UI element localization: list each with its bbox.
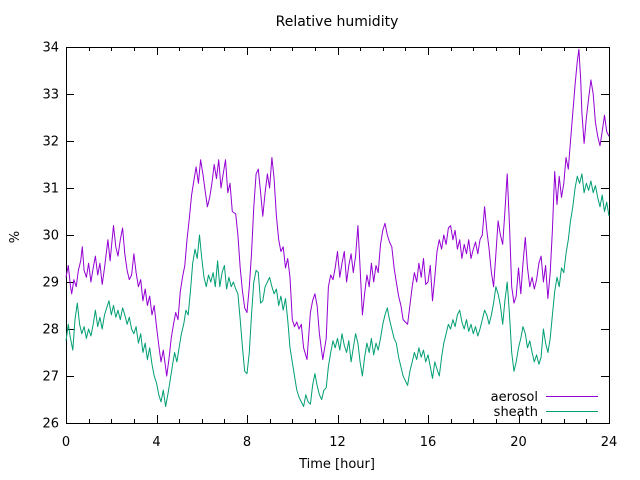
chart-title: Relative humidity: [276, 14, 399, 30]
y-tick-label: 31: [42, 182, 59, 197]
x-tick-label: 4: [152, 435, 160, 450]
x-axis-label: Time [hour]: [298, 457, 375, 472]
y-tick-label: 29: [42, 276, 59, 291]
y-tick-label: 28: [42, 323, 59, 338]
legend-label-sheath: sheath: [494, 405, 538, 420]
x-tick-label: 24: [601, 435, 618, 450]
x-tick-label: 16: [420, 435, 437, 450]
plot-border: [66, 47, 610, 424]
y-axis-label: %: [8, 231, 23, 243]
legend-label-aerosol: aerosol: [491, 390, 538, 405]
y-tick-label: 26: [42, 417, 59, 432]
x-tick-label: 8: [243, 435, 251, 450]
y-tick-label: 30: [42, 229, 59, 244]
y-tick-label: 34: [42, 41, 59, 56]
plot-generated-content: 0 4 8 12 16 20 24 26 27 28 29 30 31 32 33 34: [42, 41, 617, 451]
x-tick-label: 12: [329, 435, 346, 450]
y-tick-label: 27: [42, 370, 59, 385]
y-tick-label: 33: [42, 88, 59, 103]
x-tick-label: 20: [510, 435, 527, 450]
legend: aerosol sheath: [491, 390, 598, 420]
y-tick-label: 32: [42, 135, 59, 150]
series-line-aerosol: [65, 48, 610, 377]
series-line-sheath: [65, 173, 610, 407]
x-tick-label: 0: [62, 435, 70, 450]
